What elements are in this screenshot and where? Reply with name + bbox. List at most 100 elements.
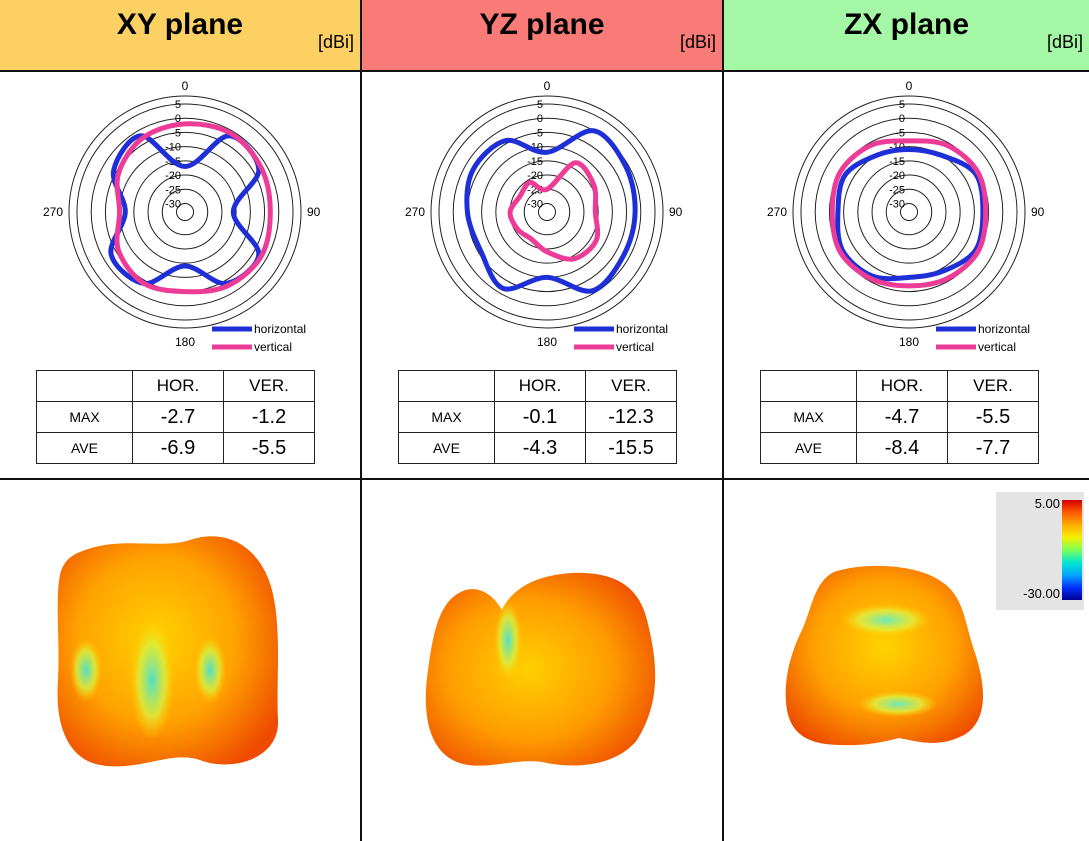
xy-col-hor: HOR. [132, 370, 224, 402]
zx-col-ver: VER. [947, 370, 1039, 402]
zx-grid-ring [843, 146, 975, 278]
zx-plane-title: ZX plane [843, 8, 970, 41]
colorbar-max-label: 5.00 [1034, 496, 1060, 511]
yz-row-ave: AVE [398, 432, 495, 464]
zx-angle-label: 270 [767, 205, 787, 219]
xy-legend-label-vertical: vertical [254, 340, 292, 354]
zx-grid-ring [828, 131, 990, 293]
zx-radial-tick-label: 5 [899, 99, 905, 111]
yz-ave-hor: -4.3 [494, 432, 586, 464]
yz-plane-column: YZ plane [dBi] 5 0 -5 -10 -15 -20 -25 -30 0 90 180… [362, 0, 724, 841]
xy-grid-ring [90, 117, 280, 307]
yz-grid-ring [452, 117, 642, 307]
xy-plane-column: XY plane [dBi] 5 0 -5 -10 -15 -20 -25 -30 0 90 180… [0, 0, 362, 841]
zx-grid-ring [899, 202, 919, 222]
xy-max-hor: -2.7 [132, 401, 224, 433]
xy-plane-title: XY plane [116, 8, 244, 41]
xy-3d-pattern-cell [0, 480, 360, 841]
xy-legend-label-horizontal: horizontal [254, 322, 306, 336]
yz-col-hor: HOR. [494, 370, 586, 402]
colorbar-legend: 5.00 -30.00 [996, 492, 1084, 610]
zx-table-corner [760, 370, 857, 402]
yz-plane-unit: [dBi] [679, 32, 716, 52]
xy-grid-ring [133, 160, 237, 264]
xy-radial-tick-label: -30 [165, 198, 181, 210]
yz-angle-label: 0 [544, 79, 551, 93]
zx-grid-ring [857, 160, 961, 264]
xy-stats-table: HOR. VER. MAX -2.7 -1.2 AVE -6.9 -5.5 [36, 370, 315, 464]
zx-3d-pattern-cell: 5.00 -30.00 [724, 480, 1089, 841]
zx-plane-polar-cell: 5 0 -5 -10 -15 -20 -25 -30 0 90 180 270 horizontal ve… [724, 72, 1089, 480]
zx-radial-tick-label: -15 [889, 156, 905, 168]
zx-radial-tick-label: -20 [889, 170, 905, 182]
xy-grid-ring [175, 202, 195, 222]
zx-legend-label-vertical: vertical [978, 340, 1016, 354]
yz-radial-tick-label: -15 [527, 156, 543, 168]
yz-angle-label: 90 [669, 205, 683, 219]
yz-plane-polar-cell: 5 0 -5 -10 -15 -20 -25 -30 0 90 180 270 horizontal ve… [362, 72, 722, 480]
zx-plane-unit: [dBi] [1046, 32, 1083, 52]
yz-plane-title: YZ plane [479, 8, 605, 41]
zx-grid-ring [871, 174, 947, 250]
yz-radial-tick-label: 5 [537, 99, 543, 111]
yz-radial-tick-label: -5 [533, 127, 543, 139]
yz-row-max: MAX [398, 401, 495, 433]
xy-3d-pattern-image [57, 536, 279, 767]
yz-grid-ring [438, 103, 656, 321]
zx-series-vertical [829, 138, 989, 289]
zx-ave-ver: -7.7 [947, 432, 1039, 464]
zx-grid-ring [885, 188, 933, 236]
yz-ave-ver: -15.5 [585, 432, 677, 464]
xy-plane-header: XY plane [dBi] [0, 0, 360, 72]
zx-legend-label-horizontal: horizontal [978, 322, 1030, 336]
xy-radial-tick-label: -10 [165, 142, 181, 154]
zx-max-hor: -4.7 [856, 401, 948, 433]
xy-ave-hor: -6.9 [132, 432, 224, 464]
yz-radial-tick-label: -20 [527, 170, 543, 182]
zx-plane-header: ZX plane [dBi] [724, 0, 1089, 72]
xy-radial-tick-label: -25 [165, 184, 181, 196]
xy-plane-unit: [dBi] [317, 32, 354, 52]
yz-grid-ring [495, 160, 599, 264]
yz-series-vertical [507, 160, 601, 262]
colorbar-gradient [1062, 500, 1082, 600]
zx-grid-ring [800, 103, 1018, 321]
xy-series-horizontal [108, 133, 262, 286]
xy-grid-ring [161, 188, 209, 236]
yz-max-ver: -12.3 [585, 401, 677, 433]
xy-plane-polar-cell: 5 0 -5 -10 -15 -20 -25 -30 0 90 180 270 horizontal ve… [0, 72, 360, 480]
yz-polar-chart: 50-5-10-15-20-25-30090180270horizontalve… [405, 79, 683, 354]
yz-3d-pattern-image [425, 572, 656, 766]
yz-outer-ring [430, 95, 664, 329]
xy-angle-label: 0 [182, 79, 189, 93]
xy-radial-tick-label: -20 [165, 170, 181, 182]
xy-grid-ring [147, 174, 223, 250]
xy-ave-ver: -5.5 [223, 432, 315, 464]
xy-outer-ring [68, 95, 302, 329]
zx-angle-label: 0 [906, 79, 913, 93]
xy-grid-ring [76, 103, 294, 321]
xy-row-ave: AVE [36, 432, 133, 464]
yz-legend-label-vertical: vertical [616, 340, 654, 354]
xy-radial-tick-label: 0 [175, 113, 181, 125]
yz-max-hor: -0.1 [494, 401, 586, 433]
zx-radial-tick-label: -30 [889, 198, 905, 210]
yz-grid-ring [509, 174, 585, 250]
zx-ave-hor: -8.4 [856, 432, 948, 464]
zx-radial-tick-label: 0 [899, 113, 905, 125]
zx-angle-label: 180 [899, 335, 919, 349]
xy-polar-chart: 50-5-10-15-20-25-30090180270horizontalve… [43, 79, 321, 354]
xy-table-corner [36, 370, 133, 402]
xy-col-ver: VER. [223, 370, 315, 402]
zx-angle-label: 90 [1031, 205, 1045, 219]
yz-plane-header: YZ plane [dBi] [362, 0, 722, 72]
yz-radial-tick-label: -30 [527, 198, 543, 210]
zx-col-hor: HOR. [856, 370, 948, 402]
xy-radial-tick-label: -5 [171, 127, 181, 139]
xy-angle-label: 90 [307, 205, 321, 219]
xy-series-vertical [114, 121, 273, 295]
zx-row-ave: AVE [760, 432, 857, 464]
yz-table-corner [398, 370, 495, 402]
xy-radial-tick-label: 5 [175, 99, 181, 111]
